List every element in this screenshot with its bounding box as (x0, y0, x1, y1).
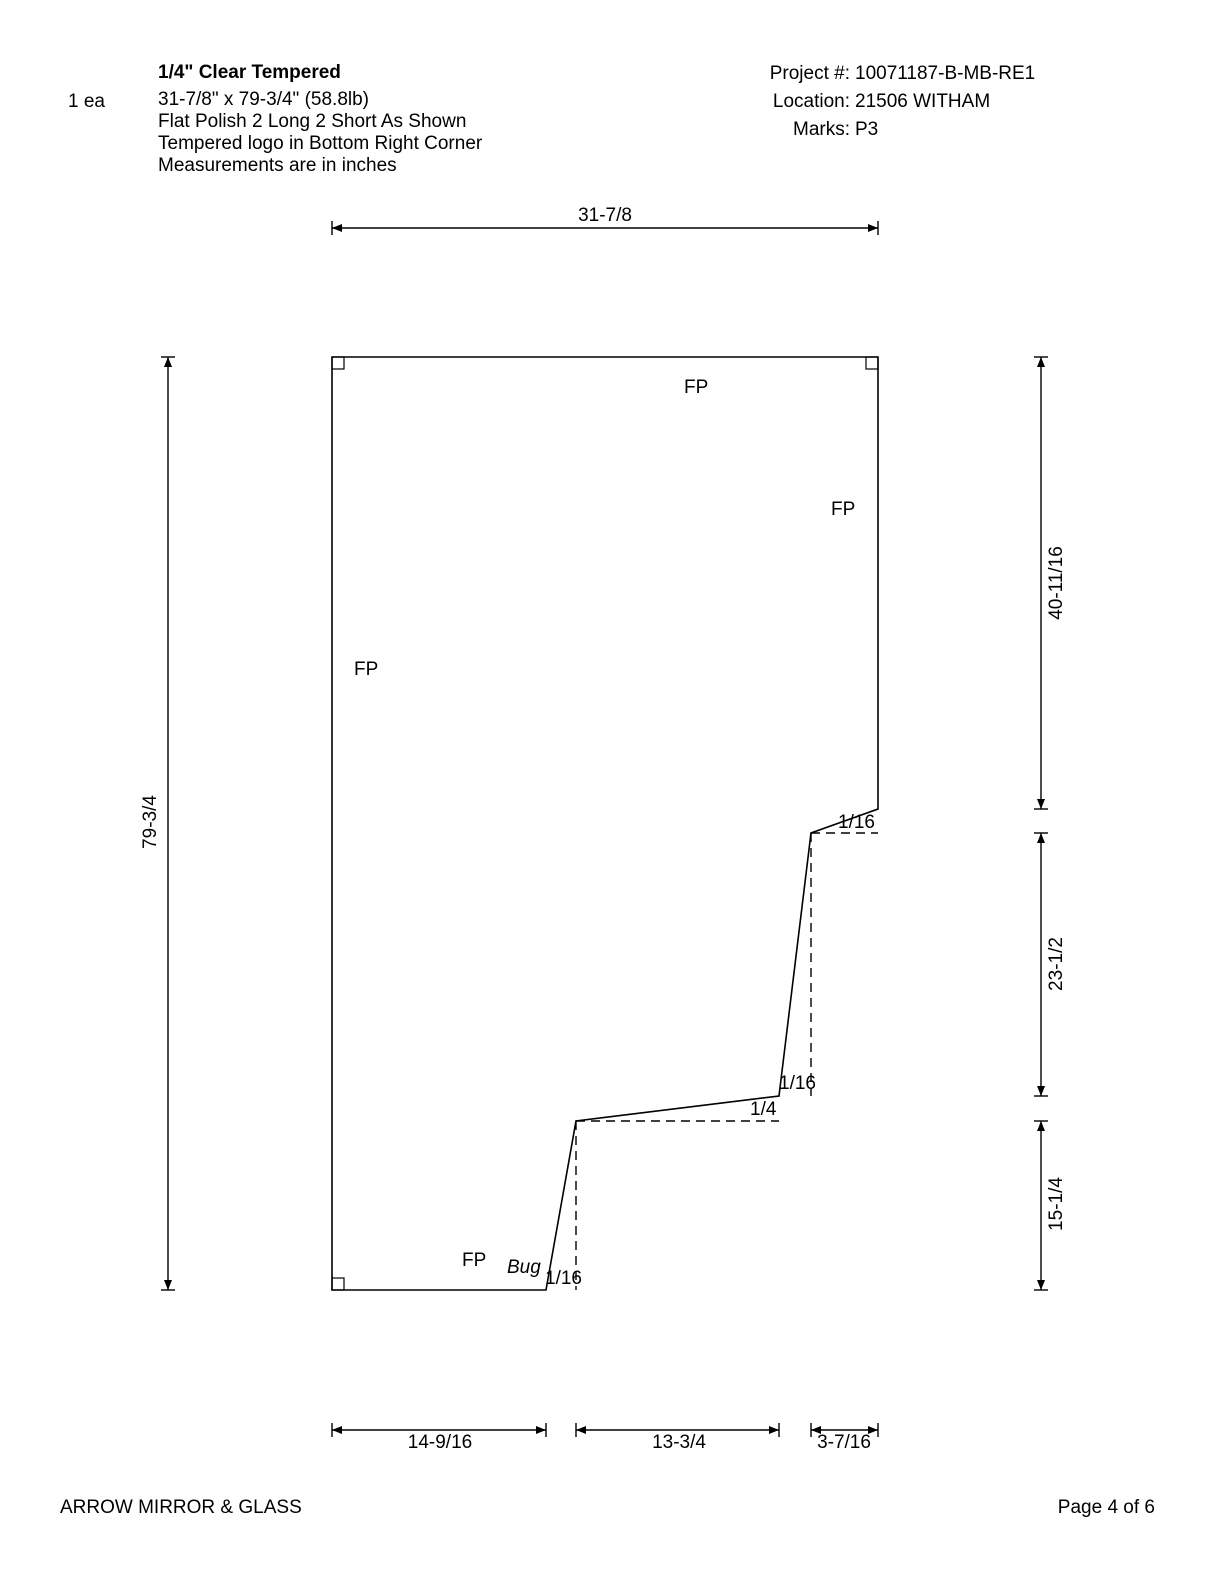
edge-label-right: FP (831, 499, 855, 520)
logo-line: Tempered logo in Bottom Right Corner (158, 133, 483, 154)
company-name: ARROW MIRROR & GLASS (60, 1497, 302, 1518)
glass-outline (331, 356, 879, 1291)
dimension-right-upper-label: 40-11/16 (1046, 546, 1067, 620)
project-label: Project #: (769, 63, 850, 84)
dimension-bottom-middle (575, 1423, 780, 1437)
bug-label: Bug (507, 1257, 541, 1278)
dimension-left-height (161, 356, 175, 1291)
size-line: 31-7/8" x 79-3/4" (58.8lb) (158, 89, 369, 110)
dimension-top-width-label: 31-7/8 (578, 205, 632, 226)
edge-label-left: FP (354, 659, 378, 680)
dimension-bottom-middle-label: 13-3/4 (652, 1432, 706, 1453)
edge-label-bottom: FP (462, 1250, 486, 1271)
dimension-bottom-right-label: 3-7/16 (817, 1432, 871, 1453)
location-label: Location: (772, 91, 850, 112)
quantity: 1 ea (68, 91, 105, 112)
marks-label: Marks: (793, 119, 850, 140)
corner-mark-top-left (331, 356, 345, 370)
offset-label-step: 1/4 (750, 1099, 777, 1120)
page-number: Page 4 of 6 (1057, 1497, 1155, 1518)
dimension-bottom-left-label: 14-9/16 (408, 1432, 472, 1453)
dimension-bottom-right (810, 1423, 879, 1437)
marks-value: P3 (855, 119, 879, 140)
dimension-right-lower (1034, 1120, 1048, 1291)
dimension-top-width (331, 221, 879, 235)
reference-lines (575, 832, 878, 1290)
dimension-left-height-label: 79-3/4 (140, 795, 161, 849)
dimension-right-upper (1034, 356, 1048, 810)
units-line: Measurements are in inches (158, 155, 397, 176)
dimension-bottom-left (331, 1423, 547, 1437)
corner-mark-bottom-left (331, 1277, 345, 1291)
dimension-right-middle (1034, 832, 1048, 1097)
dimension-right-lower-label: 15-1/4 (1046, 1177, 1067, 1231)
glass-type: 1/4" Clear Tempered (158, 62, 341, 83)
polish-line: Flat Polish 2 Long 2 Short As Shown (158, 111, 467, 132)
corner-mark-top-right (865, 356, 879, 370)
offset-label-upper: 1/16 (838, 812, 875, 833)
project-value: 10071187-B-MB-RE1 (855, 63, 1036, 84)
offset-label-lower: 1/16 (545, 1268, 582, 1289)
location-value: 21506 WITHAM (855, 91, 991, 112)
offset-label-middle: 1/16 (779, 1073, 816, 1094)
edge-label-top: FP (684, 377, 708, 398)
dimension-right-middle-label: 23-1/2 (1046, 937, 1067, 991)
